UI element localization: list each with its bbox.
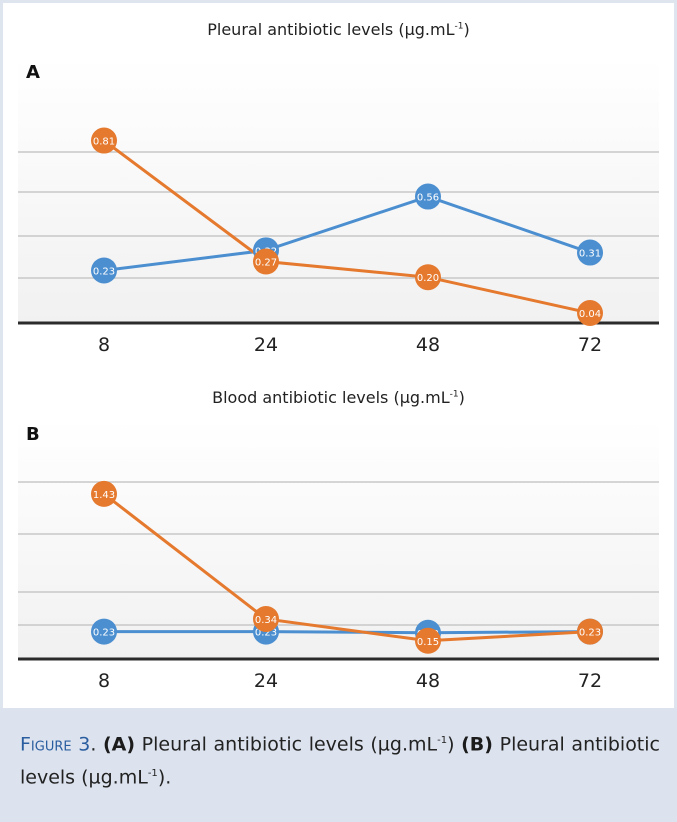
series-0-line: [103, 194, 591, 272]
x-tick-label: 72: [577, 670, 603, 692]
chart-b-title: Blood antibiotic levels (µg.mL-1): [212, 388, 465, 407]
series-1-line: [103, 139, 591, 315]
chart-a-title: Pleural antibiotic levels (µg.mL-1): [207, 20, 470, 39]
series-1-data-label: 0.23: [579, 628, 601, 639]
series-1-line: [103, 492, 591, 643]
series-1-point: [577, 300, 603, 327]
series-0-data-label: 0.56: [417, 193, 439, 204]
series-1-point: [577, 618, 603, 645]
series-0-data-label: 0.31: [579, 249, 601, 260]
figure-caption: Figure 3. (A) Pleural antibiotic levels …: [20, 733, 660, 789]
chart-b-letter: B: [26, 424, 40, 445]
caption-box: Figure 3. (A) Pleural antibiotic levels …: [0, 708, 677, 822]
chart-a-panel: A 0.230.320.560.310.810.270.200.04: [18, 58, 659, 327]
chart-a-letter: A: [26, 62, 40, 83]
chart-b-panel: B 0.230.230.220.231.430.340.150.23: [18, 420, 659, 661]
series-1-data-label: 0.04: [579, 309, 601, 320]
series-0-data-label: 0.23: [93, 628, 115, 639]
series-1-data-label: 0.20: [417, 273, 439, 284]
series-1-data-label: 0.27: [255, 258, 277, 269]
x-tick-label: 72: [577, 334, 603, 356]
series-1-point: [91, 480, 117, 507]
x-tick-label: 8: [97, 670, 111, 692]
series-0-point: [91, 618, 117, 645]
series-1-point: [91, 127, 117, 154]
series-1-point: [415, 264, 441, 291]
series-1-data-label: 0.81: [93, 137, 115, 148]
series-1-data-label: 0.34: [255, 615, 277, 626]
series-1-point: [253, 605, 279, 632]
series-0-point: [577, 239, 603, 266]
series-1-data-label: 1.43: [93, 490, 115, 501]
x-tick-label: 48: [415, 670, 441, 692]
series-0-data-label: 0.23: [255, 628, 277, 639]
series-0-data-label: 0.23: [93, 266, 115, 277]
chart-b-plot: 0.230.230.220.231.430.340.150.23: [18, 480, 659, 661]
series-1-point: [253, 248, 279, 275]
chart-a-plot: 0.230.320.560.310.810.270.200.04: [18, 127, 659, 327]
series-1-data-label: 0.15: [417, 637, 439, 648]
figure-label: Figure 3: [20, 733, 91, 756]
x-tick-label: 8: [97, 334, 111, 356]
x-tick-label: 48: [415, 334, 441, 356]
x-tick-label: 24: [253, 334, 279, 356]
series-0-line: [104, 630, 591, 635]
x-tick-label: 24: [253, 670, 279, 692]
series-0-point: [415, 183, 441, 210]
series-1-point: [415, 627, 441, 654]
series-0-point: [91, 257, 117, 284]
